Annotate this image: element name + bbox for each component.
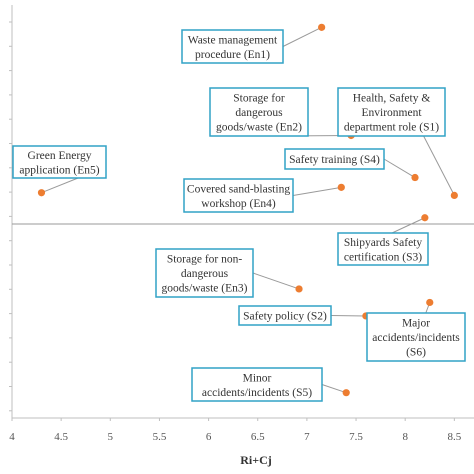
callout-s4: Safety training (S4) [284, 148, 385, 170]
x-tick-label: 4.5 [54, 431, 68, 443]
callout-text-line: dangerous [181, 268, 229, 280]
callout-text-line: Storage for non- [167, 254, 243, 266]
callout-en5: Green Energy application (En5) [12, 145, 107, 179]
callout-box [337, 232, 429, 266]
data-point-en4 [337, 183, 345, 191]
data-point-s4 [411, 173, 419, 182]
data-point-s5 [342, 389, 350, 397]
callout-box [12, 145, 107, 179]
x-tick-label: 5 [108, 431, 114, 443]
callout-en2: Storage for dangerous goods/waste (En2) [209, 87, 309, 137]
callout-text-line: workshop (En4) [201, 198, 276, 210]
callout-text-line: application (En5) [19, 164, 99, 176]
callout-text-line: accidents/incidents [372, 332, 460, 344]
callout-text-line: goods/waste (En3) [162, 283, 248, 295]
callout-s6: Major accidents/incidents (S6) [366, 312, 466, 362]
callout-text-line: Safety training (S4) [289, 154, 380, 166]
callout-box [181, 29, 284, 64]
data-point-s6 [426, 298, 434, 307]
data-point-s1 [450, 191, 458, 199]
data-point-en5 [37, 189, 46, 197]
x-tick-label: 8.5 [447, 431, 461, 443]
callout-en1: Waste management procedure (En1) [181, 29, 284, 64]
callout-text-line: procedure (En1) [195, 49, 270, 61]
callout-text-line: (S6) [406, 347, 426, 359]
data-point-s3 [421, 214, 429, 222]
callout-s3: Shipyards Safety certification (S3) [337, 232, 429, 266]
leader-line-s3 [391, 217, 426, 234]
x-tick-label: 6 [206, 431, 212, 443]
leader-line-en4 [292, 186, 342, 196]
callout-text-line: Major [402, 318, 430, 330]
x-tick-label: 5.5 [153, 431, 167, 443]
callout-s2: Safety policy (S2) [238, 305, 332, 326]
callout-text-line: Covered sand-blasting [187, 183, 290, 195]
callout-text-line: Safety policy (S2) [243, 311, 327, 323]
callout-text-line: certification (S3) [344, 251, 422, 263]
callout-en3: Storage for non-dangerous goods/waste (En… [155, 248, 254, 298]
callout-text-line: Storage for [233, 93, 285, 105]
callout-box [284, 148, 385, 170]
callout-text-line: Health, Safety & [353, 93, 431, 105]
callout-box [155, 248, 254, 298]
callout-text-line: Waste management [188, 34, 278, 46]
x-axis-title: Ri+Cj [240, 453, 272, 467]
callout-text-line: department role (S1) [344, 122, 439, 134]
leader-line-en3 [252, 272, 300, 290]
x-tick-label: 7.5 [349, 431, 363, 443]
callout-s1: Health, Safety & Environment department ro… [337, 87, 446, 137]
callout-text-line: goods/waste (En2) [216, 122, 302, 134]
x-tick-label: 6.5 [251, 431, 265, 443]
x-tick-label: 8 [402, 431, 408, 443]
callout-box [238, 305, 332, 326]
data-point-en1 [318, 23, 326, 31]
callout-text-line: Minor [243, 372, 272, 384]
callout-text-line: Shipyards Safety [344, 237, 423, 249]
callout-box [209, 87, 309, 137]
leader-line-s1 [423, 135, 455, 196]
leader-line-en5 [41, 177, 79, 194]
data-point-en3 [295, 285, 303, 293]
x-tick-label: 7 [304, 431, 310, 443]
leader-line-en1 [282, 26, 322, 47]
callout-text-line: dangerous [235, 107, 283, 119]
callout-en4: Covered sand-blasting workshop (En4) [183, 178, 294, 213]
callout-s5: Minor accidents/incidents (S5) [191, 367, 323, 402]
x-tick-label: 4 [9, 431, 15, 443]
callout-box [366, 312, 466, 362]
callout-text-line: accidents/incidents (S5) [202, 387, 312, 399]
leader-line-s5 [321, 384, 347, 394]
callout-text-line: Environment [361, 107, 422, 119]
callout-box [337, 87, 446, 137]
callout-text-line: Green Energy [28, 150, 92, 162]
callout-box [191, 367, 323, 402]
leader-line-s4 [383, 158, 416, 178]
callout-box [183, 178, 294, 213]
